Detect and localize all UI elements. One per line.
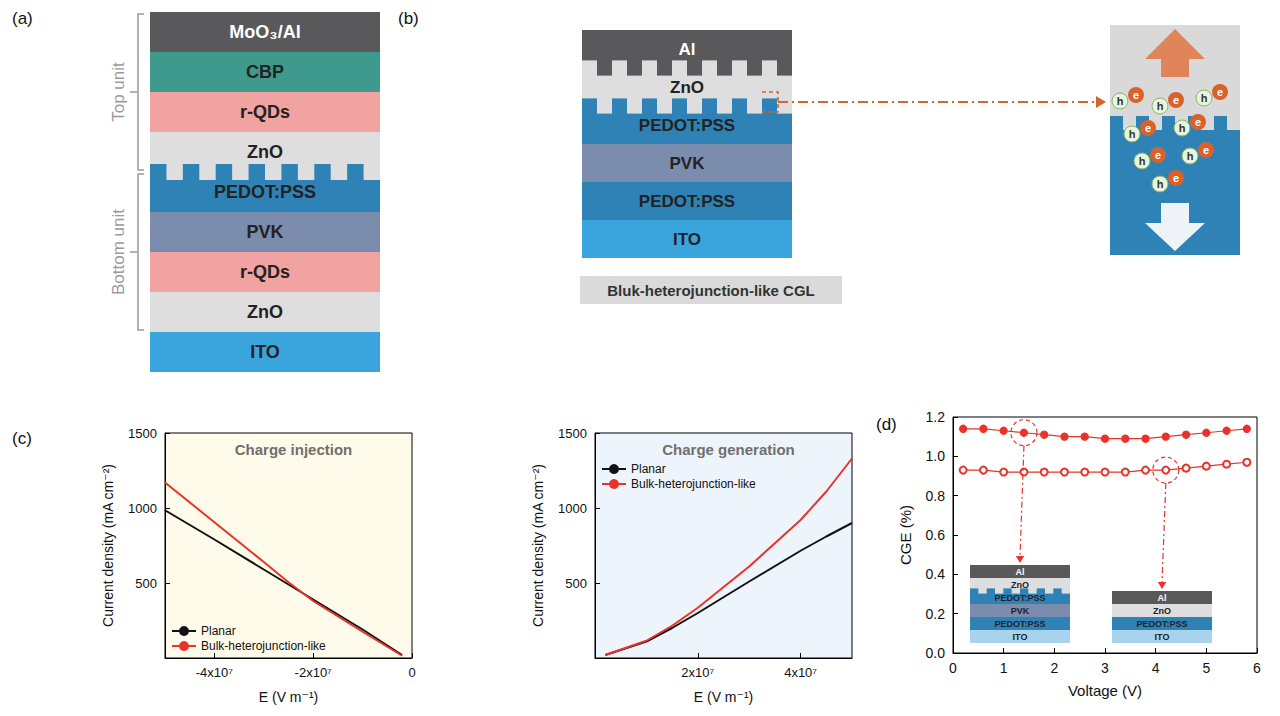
svg-text:ZnO: ZnO (247, 142, 283, 162)
svg-text:ITO: ITO (1013, 632, 1028, 642)
svg-text:e: e (1133, 89, 1139, 101)
svg-text:e: e (1203, 144, 1209, 156)
svg-text:e: e (1155, 149, 1161, 161)
svg-text:(b): (b) (398, 9, 419, 28)
svg-text:e: e (1217, 86, 1223, 98)
svg-text:Bulk-heterojunction-like: Bulk-heterojunction-like (631, 477, 756, 491)
svg-text:ZnO: ZnO (1153, 606, 1171, 616)
svg-text:h: h (1157, 100, 1164, 112)
svg-text:1.0: 1.0 (926, 448, 946, 464)
svg-text:4x10⁷: 4x10⁷ (784, 665, 817, 680)
svg-text:h: h (1201, 92, 1208, 104)
svg-text:CBP: CBP (246, 62, 284, 82)
svg-text:(c): (c) (12, 429, 32, 448)
svg-text:500: 500 (565, 576, 587, 591)
svg-text:PEDOT:PSS: PEDOT:PSS (994, 619, 1045, 629)
svg-text:2: 2 (1050, 660, 1058, 676)
svg-text:PEDOT:PSS: PEDOT:PSS (639, 192, 735, 211)
svg-text:3: 3 (1101, 660, 1109, 676)
svg-text:Current density (mA cm⁻²): Current density (mA cm⁻²) (100, 464, 116, 627)
svg-text:e: e (1145, 122, 1151, 134)
svg-text:Bluk-heterojunction-like CGL: Bluk-heterojunction-like CGL (607, 282, 815, 299)
svg-text:PVK: PVK (246, 222, 283, 242)
svg-text:1500: 1500 (128, 426, 157, 441)
svg-text:E (V m⁻¹): E (V m⁻¹) (259, 689, 319, 705)
svg-text:Al: Al (1016, 567, 1025, 577)
svg-text:Al: Al (679, 40, 696, 59)
svg-text:PVK: PVK (670, 154, 706, 173)
svg-text:ITO: ITO (1155, 632, 1170, 642)
svg-text:ZnO: ZnO (670, 78, 704, 97)
svg-text:Bulk-heterojunction-like: Bulk-heterojunction-like (201, 639, 326, 653)
svg-text:500: 500 (135, 576, 157, 591)
svg-text:MoO₃/Al: MoO₃/Al (229, 22, 300, 42)
svg-text:PEDOT:PSS: PEDOT:PSS (639, 116, 735, 135)
svg-text:ITO: ITO (250, 342, 280, 362)
svg-text:Planar: Planar (631, 462, 666, 476)
svg-text:ITO: ITO (673, 230, 701, 249)
svg-text:1.2: 1.2 (926, 409, 946, 425)
svg-text:0.0: 0.0 (926, 645, 946, 661)
svg-text:6: 6 (1253, 660, 1261, 676)
svg-text:5: 5 (1202, 660, 1210, 676)
svg-text:Current density (mA cm⁻²): Current density (mA cm⁻²) (530, 464, 546, 627)
svg-text:4: 4 (1152, 660, 1160, 676)
svg-text:Al: Al (1158, 593, 1167, 603)
svg-text:0.6: 0.6 (926, 527, 946, 543)
svg-text:PVK: PVK (1011, 606, 1030, 616)
svg-text:1000: 1000 (128, 501, 157, 516)
svg-text:e: e (1173, 94, 1179, 106)
svg-text:0.4: 0.4 (926, 566, 946, 582)
svg-text:e: e (1173, 172, 1179, 184)
svg-text:h: h (1187, 150, 1194, 162)
svg-text:e: e (1195, 116, 1201, 128)
svg-text:h: h (1117, 95, 1124, 107)
svg-text:h: h (1179, 122, 1186, 134)
svg-text:h: h (1157, 178, 1164, 190)
svg-text:PEDOT:PSS: PEDOT:PSS (994, 593, 1045, 603)
svg-text:h: h (1129, 128, 1136, 140)
svg-text:-2x10⁷: -2x10⁷ (295, 665, 333, 680)
svg-text:PEDOT:PSS: PEDOT:PSS (214, 182, 316, 202)
svg-text:ZnO: ZnO (247, 302, 283, 322)
svg-text:(a): (a) (12, 9, 33, 28)
svg-text:Top unit: Top unit (109, 62, 128, 122)
svg-text:1000: 1000 (558, 501, 587, 516)
svg-text:-4x10⁷: -4x10⁷ (196, 665, 234, 680)
svg-text:Charge generation: Charge generation (662, 441, 795, 458)
svg-text:CGE (%): CGE (%) (897, 505, 914, 565)
svg-text:Voltage (V): Voltage (V) (1068, 682, 1142, 699)
svg-text:Planar: Planar (201, 624, 236, 638)
svg-text:1500: 1500 (558, 426, 587, 441)
svg-text:Charge injection: Charge injection (235, 441, 353, 458)
svg-text:0: 0 (949, 660, 957, 676)
svg-text:Bottom unit: Bottom unit (109, 209, 128, 295)
svg-text:0.8: 0.8 (926, 488, 946, 504)
svg-text:2x10⁷: 2x10⁷ (681, 665, 714, 680)
svg-text:ZnO: ZnO (1011, 580, 1029, 590)
svg-text:r-QDs: r-QDs (240, 102, 290, 122)
svg-text:h: h (1139, 155, 1146, 167)
svg-text:r-QDs: r-QDs (240, 262, 290, 282)
svg-text:0: 0 (408, 665, 415, 680)
svg-text:E (V m⁻¹): E (V m⁻¹) (694, 689, 754, 705)
svg-text:1: 1 (1000, 660, 1008, 676)
svg-text:PEDOT:PSS: PEDOT:PSS (1136, 619, 1187, 629)
svg-text:0.2: 0.2 (926, 606, 946, 622)
svg-text:(d): (d) (876, 415, 897, 434)
